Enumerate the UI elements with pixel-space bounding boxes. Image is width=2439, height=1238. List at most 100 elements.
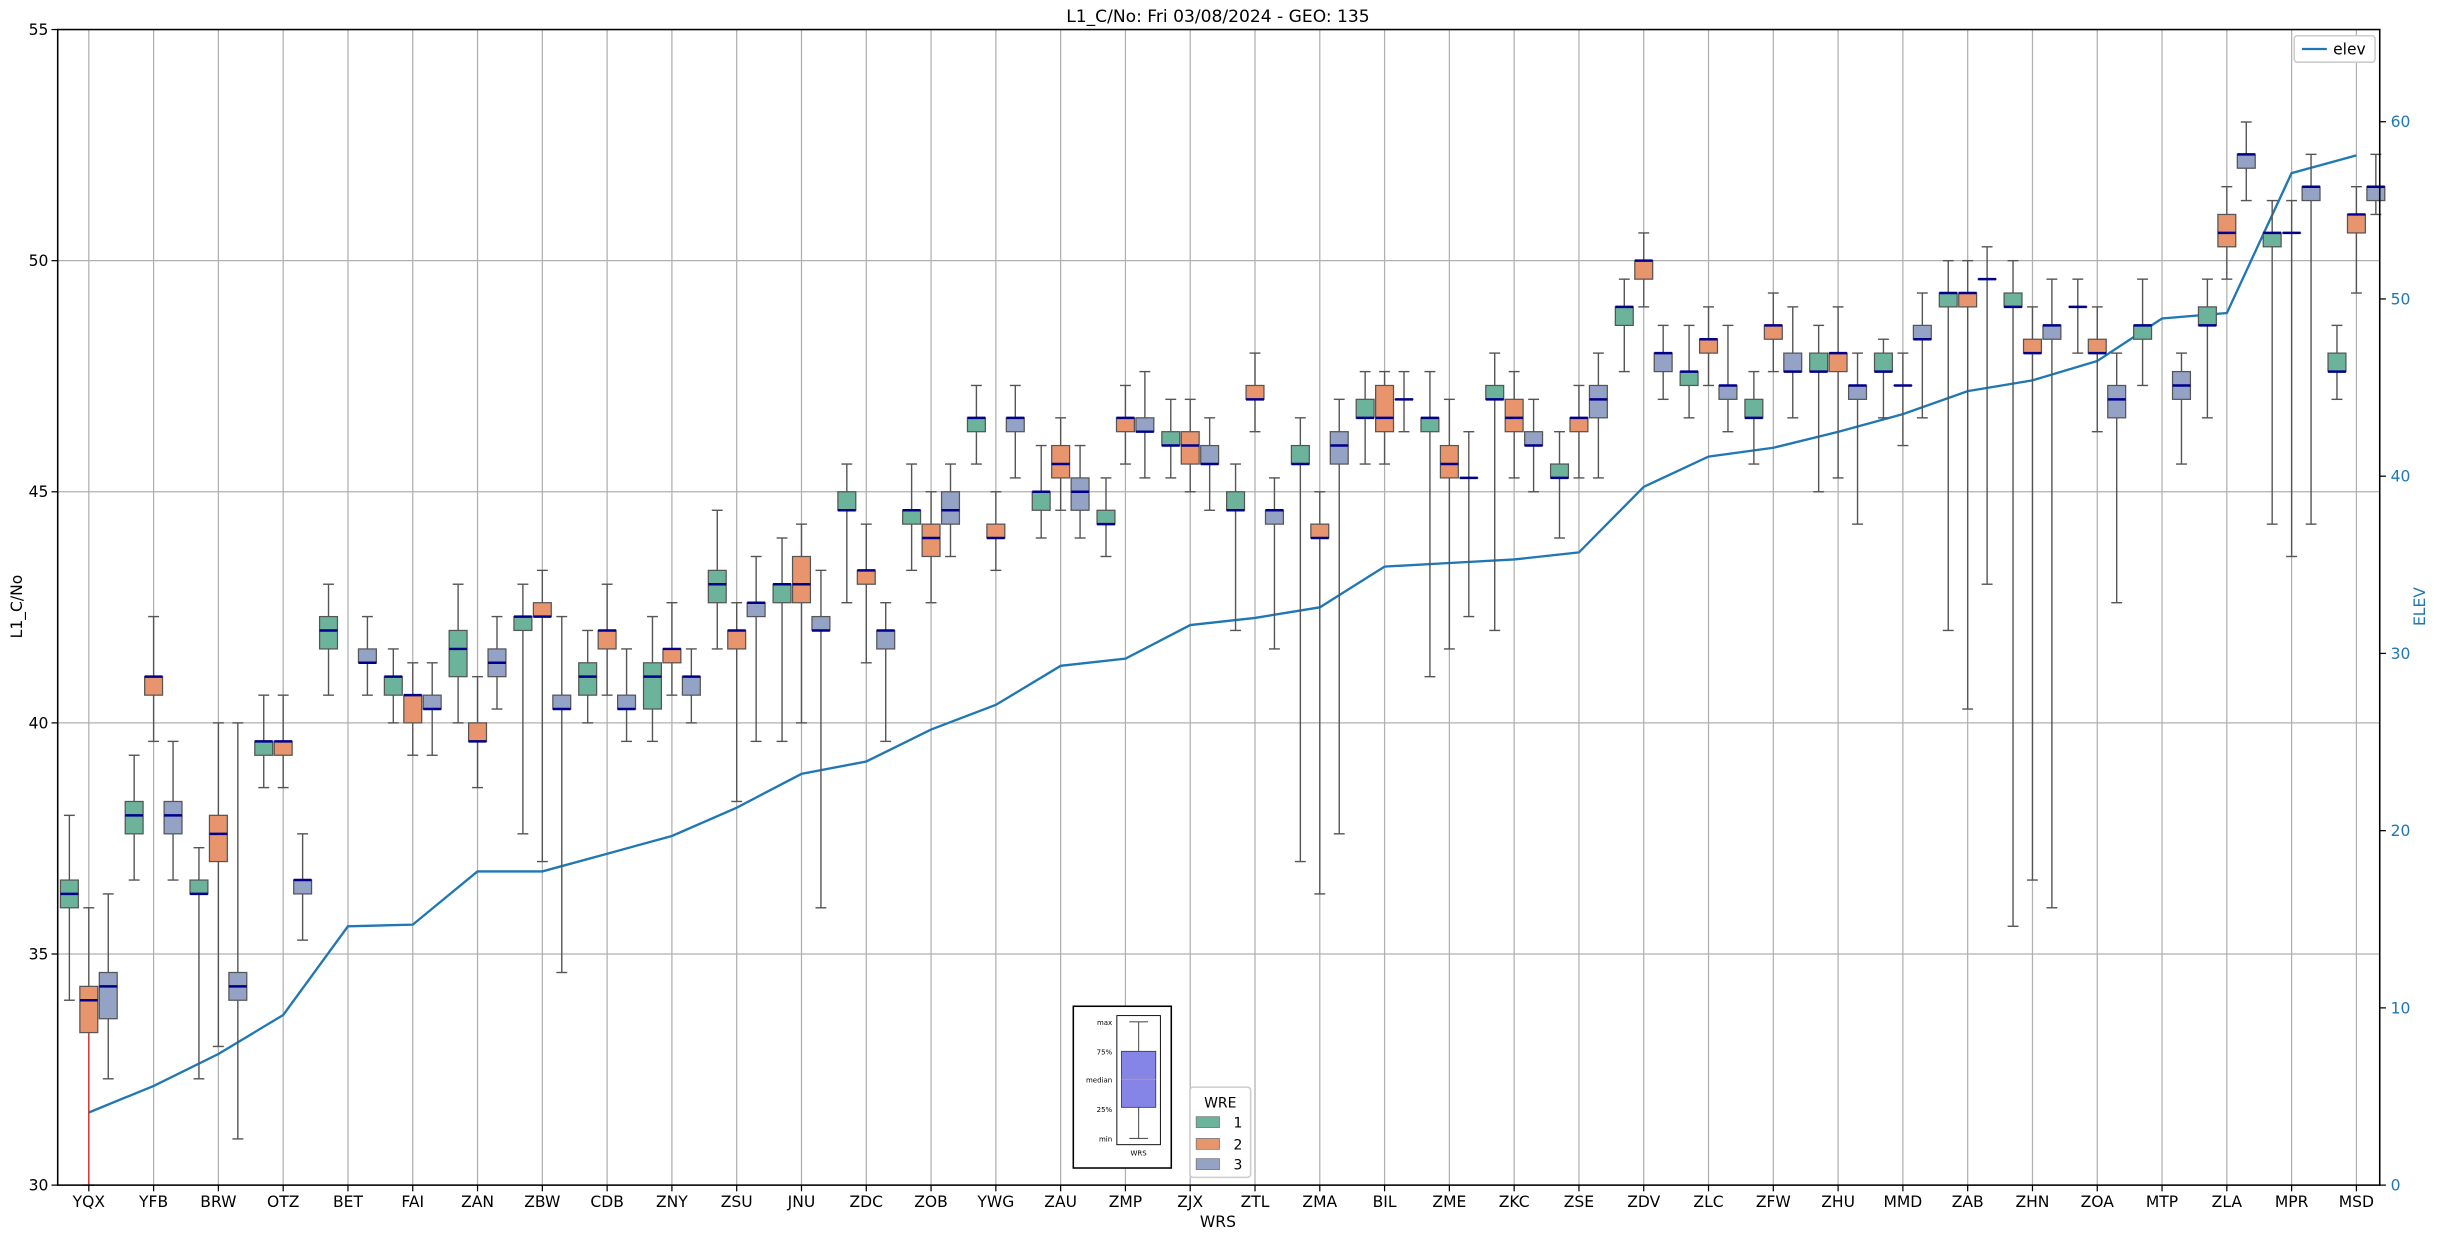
box-wre-2	[1180, 431, 1200, 465]
x-tick-label: BET	[333, 1193, 363, 1211]
box-wre-1	[2262, 232, 2282, 248]
box-wre-2	[2022, 338, 2043, 354]
box-wre-1	[2327, 352, 2347, 373]
plot-frame	[56, 28, 2381, 1186]
box-wre-3	[1588, 384, 1608, 419]
x-tick-label: BIL	[1373, 1193, 1397, 1211]
inset-label-min: min	[1099, 1136, 1112, 1144]
x-tick-label: ZJX	[1177, 1193, 1203, 1211]
box-wre-2	[1634, 260, 1654, 280]
box-wre-2	[2087, 338, 2107, 354]
box-wre-3	[2236, 153, 2256, 169]
box-wre-1	[1614, 306, 1634, 326]
box-wre-1	[837, 491, 857, 511]
box-wre-3	[357, 648, 377, 664]
box-wre-1	[772, 583, 792, 604]
box-wre-1	[254, 740, 274, 756]
y-axis-label: L1_C/No	[8, 575, 27, 639]
box-wre-3	[940, 491, 961, 525]
box-wre-3	[1524, 431, 1544, 447]
box-wre-2	[1828, 352, 1848, 373]
y-tick-label: 45	[29, 483, 49, 501]
x-tick-label: ZTL	[1241, 1193, 1270, 1211]
x-tick-label: ZKC	[1499, 1193, 1530, 1211]
x-tick-label: YFB	[138, 1193, 168, 1211]
box-group-zob	[902, 463, 961, 604]
y-tick-label: 55	[29, 21, 49, 39]
box-group-zla	[2197, 121, 2256, 419]
box-wre-2	[2217, 213, 2237, 248]
box-wre-3	[876, 629, 896, 650]
box-group-zmp	[1096, 370, 1155, 558]
x-tick-label: ZMA	[1302, 1193, 1337, 1211]
box-wre-1	[2003, 292, 2023, 308]
box-group-zau	[1031, 417, 1090, 539]
wre-legend-swatch-2	[1195, 1138, 1220, 1150]
y2-axis-label: ELEV	[2411, 587, 2429, 626]
box-wre-1	[1549, 463, 1570, 479]
box-wre-1	[1744, 398, 1764, 419]
x-tick-label: ZDC	[850, 1193, 884, 1211]
inset-label-q1: 25%	[1097, 1106, 1113, 1114]
box-group-zjx	[1161, 398, 1220, 511]
box-wre-3	[1005, 417, 1025, 433]
box-group-ztl	[1225, 352, 1285, 650]
box-group-otz	[254, 694, 313, 941]
x-tick-label: ZAN	[461, 1193, 494, 1211]
box-group-cdb	[578, 583, 637, 743]
wre-legend: WRE 1 2 3	[1189, 1086, 1252, 1179]
box-wre-2	[986, 523, 1006, 539]
box-wre-2	[1245, 384, 1265, 400]
box-wre-3	[422, 694, 442, 710]
x-tick-label: ZOB	[914, 1193, 948, 1211]
y2-tick-label: 40	[2391, 468, 2411, 486]
x-tick-label: YWG	[976, 1193, 1014, 1211]
box-wre-3	[1783, 352, 1803, 373]
box-wre-1	[966, 417, 986, 433]
box-group-zan	[448, 583, 507, 789]
box-wre-2	[727, 629, 747, 650]
x-tick-label: ZSU	[721, 1193, 753, 1211]
grid-lines	[57, 29, 2380, 1186]
elev-legend-label: elev	[2333, 40, 2366, 58]
x-tick-label: ZHN	[2015, 1193, 2049, 1211]
box-wre-2	[1310, 523, 1330, 539]
box-wre-1	[1161, 431, 1181, 447]
box-wre-3	[1070, 477, 1090, 511]
box-wre-3	[2301, 186, 2321, 202]
box-wre-3	[1264, 509, 1285, 525]
x-tick-label: ZMP	[1109, 1193, 1142, 1211]
box-group-zab	[1938, 246, 1997, 710]
box-wre-1	[189, 879, 209, 895]
box-wre-2	[532, 602, 552, 618]
x-tick-label: ZSE	[1564, 1193, 1594, 1211]
box-group-yqx	[59, 814, 118, 1186]
wre-legend-swatch-3	[1195, 1158, 1220, 1170]
y-tick-label: 30	[29, 1177, 49, 1195]
box-group-zny	[642, 602, 701, 743]
x-tick-label: ZME	[1432, 1193, 1466, 1211]
box-wre-2	[1698, 338, 1719, 354]
y2-tick-label: 0	[2391, 1177, 2401, 1195]
box-wre-2	[1504, 398, 1524, 433]
box-wre-1	[1355, 398, 1375, 419]
box-wre-3	[98, 971, 118, 1020]
x-tick-label: ZAU	[1044, 1193, 1077, 1211]
box-wre-1	[448, 629, 468, 678]
box-group-ywg	[966, 384, 1025, 572]
box-wre-2	[662, 648, 682, 664]
box-wre-2	[1115, 417, 1135, 433]
box-wre-3	[616, 694, 637, 710]
wre-legend-title: WRE	[1204, 1095, 1236, 1111]
box-wre-2	[79, 985, 99, 1034]
box-wre-3	[163, 800, 183, 835]
box-wre-1	[2133, 324, 2153, 340]
box-wre-3	[811, 615, 831, 632]
box-wre-1	[642, 662, 663, 710]
y2-tick-label: 10	[2391, 999, 2411, 1017]
x-tick-label: MMD	[1883, 1193, 1922, 1211]
box-group-zlc	[1679, 306, 1738, 433]
box-wre-3	[1912, 324, 1932, 340]
x-tick-label: FAI	[401, 1193, 424, 1211]
